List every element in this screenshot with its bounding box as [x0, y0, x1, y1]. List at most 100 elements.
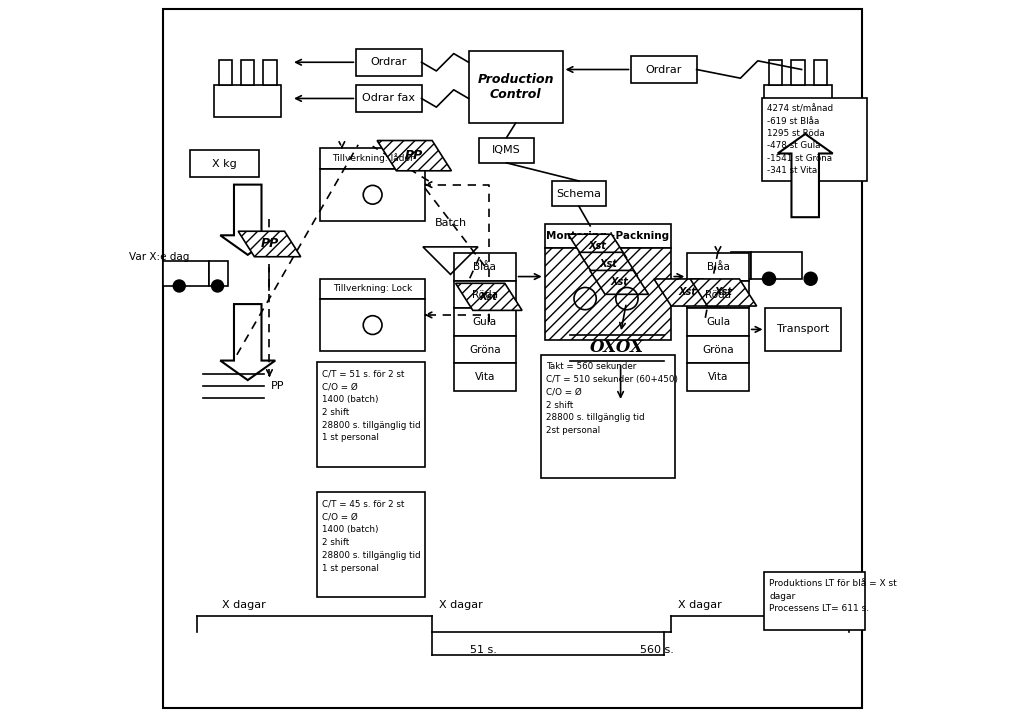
Text: Xst: Xst	[480, 292, 498, 302]
Circle shape	[173, 280, 185, 292]
Text: Gröna: Gröna	[469, 345, 501, 355]
Bar	[545, 248, 672, 340]
Polygon shape	[239, 231, 301, 257]
Bar	[769, 61, 782, 85]
Bar	[263, 61, 276, 85]
Bar	[814, 61, 827, 85]
Text: PP: PP	[260, 237, 279, 251]
Polygon shape	[654, 279, 721, 306]
Text: X dagar: X dagar	[222, 600, 266, 610]
Text: Xst: Xst	[678, 287, 696, 298]
Polygon shape	[220, 304, 275, 380]
Polygon shape	[377, 140, 452, 171]
Polygon shape	[568, 235, 627, 258]
Bar	[632, 56, 696, 83]
Text: C/T = 45 s. för 2 st
C/O = Ø
1400 (batch)
2 shift
28800 s. tillgänglig tid
1 st : C/T = 45 s. för 2 st C/O = Ø 1400 (batch…	[322, 500, 420, 573]
Polygon shape	[579, 253, 638, 276]
Text: 560 s.: 560 s.	[640, 645, 674, 655]
Bar	[731, 252, 751, 279]
Bar	[687, 336, 749, 363]
Bar	[454, 336, 516, 363]
Text: Xst: Xst	[589, 241, 606, 251]
Bar	[189, 150, 259, 177]
Bar	[454, 253, 516, 281]
Text: Blåa: Blåa	[473, 262, 497, 272]
Bar	[765, 308, 842, 351]
Bar	[218, 61, 232, 85]
Text: OXOX: OXOX	[590, 339, 644, 356]
Text: Schema: Schema	[556, 189, 601, 198]
Text: Tillverkning: lådor: Tillverkning: lådor	[332, 153, 414, 164]
Bar	[792, 61, 805, 85]
Bar	[214, 85, 282, 117]
Text: Röda: Röda	[472, 290, 498, 300]
Text: Takt = 560 sekunder
C/T = 510 sekunder (60+450)
C/O = Ø
2 shift
28800 s. tillgän: Takt = 560 sekunder C/T = 510 sekunder (…	[546, 362, 678, 435]
Text: Tillverkning: Lock: Tillverkning: Lock	[333, 285, 413, 293]
Text: Blåa: Blåa	[707, 262, 729, 272]
Text: Xst: Xst	[599, 259, 617, 269]
Bar	[356, 49, 422, 76]
Text: Gula: Gula	[473, 317, 497, 327]
Bar	[316, 492, 425, 597]
Bar	[321, 148, 425, 169]
Bar	[479, 138, 534, 163]
Bar	[209, 261, 227, 286]
Text: Transport: Transport	[777, 324, 829, 334]
Text: Xst: Xst	[715, 287, 732, 298]
Text: X kg: X kg	[212, 159, 237, 169]
Text: 4274 st/månad
-619 st Blåa
1295 st Röda
-478 st Gula
-1541 st Gröna
-341 st Vita: 4274 st/månad -619 st Blåa 1295 st Röda …	[767, 105, 833, 174]
Bar	[454, 281, 516, 308]
Bar	[321, 279, 425, 299]
Bar	[762, 98, 866, 181]
Bar	[469, 51, 562, 123]
Polygon shape	[777, 134, 833, 217]
Text: PP: PP	[406, 149, 423, 162]
Text: Montering+Packning: Montering+Packning	[547, 231, 670, 241]
Bar	[687, 281, 749, 308]
Bar	[552, 181, 606, 206]
Text: C/T = 51 s. för 2 st
C/O = Ø
1400 (batch)
2 shift
28800 s. tillgänglig tid
1 st : C/T = 51 s. för 2 st C/O = Ø 1400 (batch…	[322, 369, 420, 442]
Text: Gula: Gula	[706, 317, 730, 327]
Text: Ordrar: Ordrar	[646, 64, 682, 75]
Bar	[541, 355, 675, 478]
Bar	[454, 363, 516, 391]
Bar	[545, 224, 672, 248]
Text: Vita: Vita	[708, 372, 728, 382]
Text: PP: PP	[271, 381, 285, 391]
Bar	[687, 363, 749, 391]
Text: Produktions LT för blå = X st
dagar
Processens LT= 611 s.: Produktions LT för blå = X st dagar Proc…	[769, 579, 897, 613]
Text: Odrar fax: Odrar fax	[362, 93, 416, 104]
Bar	[454, 308, 516, 336]
Bar	[356, 85, 422, 112]
Text: Xst: Xst	[610, 277, 628, 287]
Text: Batch: Batch	[434, 218, 467, 228]
Polygon shape	[220, 185, 275, 255]
Bar	[687, 253, 749, 281]
Text: Production
Control: Production Control	[477, 73, 554, 101]
Circle shape	[763, 272, 775, 285]
Text: 51 s.: 51 s.	[470, 645, 497, 655]
Bar	[316, 362, 425, 467]
Circle shape	[804, 272, 817, 285]
Text: Röda: Röda	[705, 290, 731, 300]
Bar	[687, 308, 749, 336]
Polygon shape	[590, 271, 648, 294]
Polygon shape	[690, 279, 757, 306]
Bar	[241, 61, 255, 85]
Bar	[163, 261, 209, 286]
Text: X dagar: X dagar	[439, 600, 483, 610]
Text: IQMS: IQMS	[493, 146, 521, 155]
Text: X dagar: X dagar	[678, 600, 722, 610]
Text: Ordrar: Ordrar	[371, 57, 408, 67]
Bar	[764, 572, 865, 630]
Bar	[321, 299, 425, 351]
Bar	[321, 169, 425, 221]
Polygon shape	[456, 283, 522, 311]
Text: Var X:e dag: Var X:e dag	[129, 252, 189, 262]
Bar	[764, 85, 831, 117]
Circle shape	[212, 280, 223, 292]
Text: Gröna: Gröna	[702, 345, 734, 355]
Text: Vita: Vita	[475, 372, 495, 382]
Bar	[751, 252, 802, 279]
